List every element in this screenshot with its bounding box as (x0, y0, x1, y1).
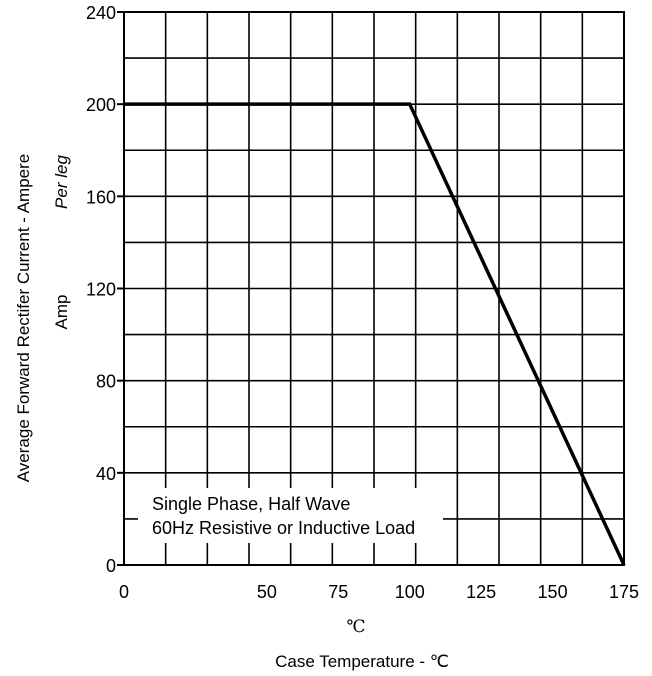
x-unit-label: ℃ (346, 617, 365, 637)
x-tick-label: 0 (119, 582, 129, 602)
y-tick-label: 160 (86, 187, 116, 207)
y-axis-label-italic: Per leg (52, 155, 71, 209)
x-axis-label: Case Temperature - ℃ (275, 652, 449, 671)
x-tick-label: 75 (328, 582, 348, 602)
y-tick-label: 200 (86, 95, 116, 115)
y-tick-label: 240 (86, 3, 116, 23)
x-tick-label: 50 (257, 582, 277, 602)
y-axis-label: Average Forward Rectifer Current - Amper… (14, 154, 33, 482)
y-tick-label: 120 (86, 280, 116, 300)
y-tick-labels: 0 40 80 120 160 200 240 (86, 3, 124, 576)
annotation-background (138, 488, 443, 543)
x-tick-label: 175 (609, 582, 639, 602)
x-tick-label: 125 (466, 582, 496, 602)
x-tick-label: 150 (538, 582, 568, 602)
annotation-line-1: Single Phase, Half Wave (152, 494, 350, 514)
y-tick-label: 40 (96, 464, 116, 484)
x-tick-labels: 0 50 75 100 125 150 175 (119, 582, 639, 602)
y-axis-label-unit: Amp (52, 295, 71, 330)
chart-grid (124, 12, 624, 565)
y-tick-label: 80 (96, 372, 116, 392)
series-line (124, 102, 626, 566)
series-layer (124, 102, 626, 566)
x-tick-label: 100 (395, 582, 425, 602)
y-tick-label: 0 (106, 556, 116, 576)
annotation-line-2: 60Hz Resistive or Inductive Load (152, 518, 415, 538)
